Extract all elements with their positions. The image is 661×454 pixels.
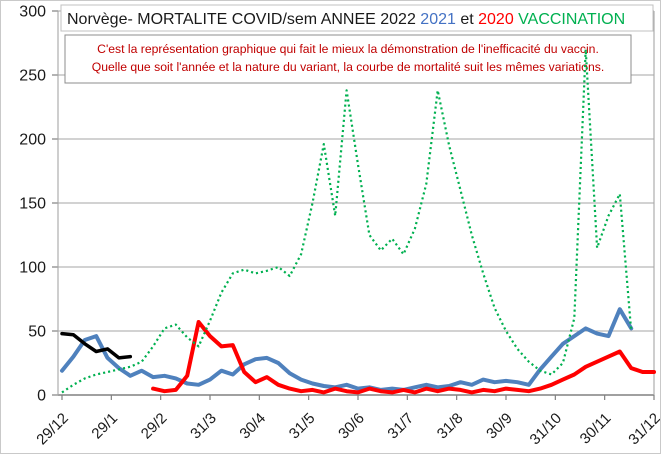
- y-axis-label: 300: [19, 4, 46, 21]
- series-line-2020: [151, 320, 656, 395]
- series-line-2022: [60, 331, 133, 360]
- y-axis-label: 100: [19, 260, 46, 277]
- y-axis-label: 50: [28, 324, 46, 341]
- y-axis-label: 200: [19, 132, 46, 149]
- chart-title: Norvège- MORTALITE COVID/sem ANNEE 2022 …: [67, 11, 625, 28]
- y-axis-label: 0: [37, 388, 46, 405]
- annotation-line: C'est la représentation graphique qui fa…: [97, 42, 599, 56]
- y-axis-label: 150: [19, 196, 46, 213]
- series-line-2021: [60, 307, 634, 392]
- annotation-box: [64, 34, 632, 84]
- title-box: [60, 4, 654, 32]
- annotation-line: Quelle que soit l'année et la nature du …: [92, 60, 604, 74]
- y-axis-label: 250: [19, 68, 46, 85]
- series-line-vaccination: [61, 48, 633, 394]
